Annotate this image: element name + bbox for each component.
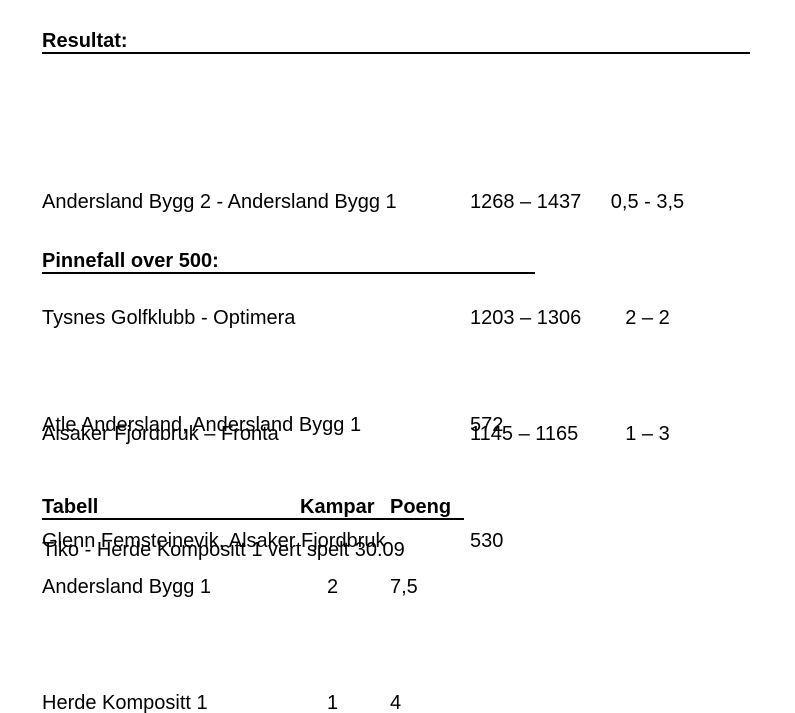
team-kampar-value: 1: [327, 692, 339, 713]
match-points-score: 2 – 2: [625, 307, 670, 329]
col-header-tabell: Tabell: [42, 496, 99, 518]
table-row: Herde Kompositt 1 1 4: [42, 689, 418, 713]
standings-list: Andersland Bygg 1 2 7,5 Herde Kompositt …: [42, 457, 418, 713]
match-pins-score: 1145 – 1165: [470, 423, 579, 445]
result-row: Andersland Bygg 2 - Andersland Bygg 1 12…: [42, 188, 700, 217]
team-kampar-value: 2: [327, 576, 339, 598]
results-list: Andersland Bygg 2 - Andersland Bygg 1 12…: [42, 72, 700, 623]
player-pins-score: 572: [470, 414, 504, 436]
standings-header-row: Tabell Kampar Poeng: [42, 418, 464, 520]
team-poeng-value: 4: [390, 692, 402, 713]
player-label: Glenn Femsteinevik, Alsaker Fjordbruk: [42, 530, 386, 552]
match-points-score: 0,5 - 3,5: [610, 191, 685, 213]
col-header-kampar: Kampar: [300, 496, 375, 518]
team-name: Andersland Bygg 1: [42, 576, 212, 598]
result-row: Tiko - Herde Kompositt 1 vert spelt 30.0…: [42, 536, 700, 565]
pinfall-list: Atle Andersland, Andersland Bygg 1 572 G…: [42, 295, 503, 614]
match-pins-score: 1268 – 1437: [470, 191, 582, 213]
match-points-score: 1 – 3: [625, 423, 670, 445]
col-header-poeng: Poeng: [390, 496, 452, 518]
match-pins-score: 1203 – 1306: [470, 307, 582, 329]
pinfall-row: Atle Andersland, Andersland Bygg 1 572: [42, 411, 503, 440]
table-row: Andersland Bygg 1 2 7,5: [42, 573, 418, 602]
pinfall-row: Glenn Femsteinevik, Alsaker Fjordbruk 53…: [42, 527, 503, 556]
result-row: Tysnes Golfklubb - Optimera 1203 – 1306 …: [42, 304, 700, 333]
pinfall-heading: Pinnefall over 500:: [42, 250, 535, 274]
match-label: Andersland Bygg 2 - Andersland Bygg 1: [42, 191, 397, 213]
match-label: Tysnes Golfklubb - Optimera: [42, 307, 296, 329]
results-heading: Resultat:: [42, 30, 750, 54]
player-label: Atle Andersland, Andersland Bygg 1: [42, 414, 362, 436]
team-poeng-value: 7,5: [390, 576, 418, 598]
match-points-score: [595, 536, 700, 565]
player-pins-score: 530: [470, 530, 504, 552]
result-row: Alsaker Fjordbruk – Fronta 1145 – 1165 1…: [42, 420, 700, 449]
match-label: Alsaker Fjordbruk – Fronta: [42, 423, 279, 445]
match-label: Tiko - Herde Kompositt 1 vert spelt 30.0…: [42, 539, 405, 561]
team-name: Herde Kompositt 1: [42, 692, 208, 713]
